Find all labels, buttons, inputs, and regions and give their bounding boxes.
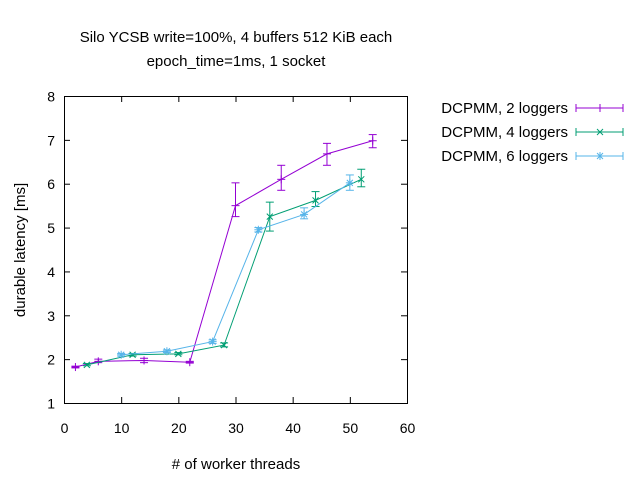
y-tick-label: 1 xyxy=(47,396,55,412)
x-tick-label: 0 xyxy=(61,420,69,436)
data-point xyxy=(312,197,319,204)
series-line-2 xyxy=(86,178,362,366)
data-point xyxy=(277,175,286,184)
legend-marker xyxy=(596,152,604,160)
data-point xyxy=(129,351,136,359)
y-tick-label: 3 xyxy=(47,308,55,324)
data-point xyxy=(300,210,309,219)
data-point xyxy=(220,341,228,349)
data-point xyxy=(368,136,377,145)
data-point xyxy=(162,347,171,356)
data-point xyxy=(357,175,365,183)
data-point xyxy=(266,213,274,220)
series-line-3 xyxy=(121,182,351,356)
data-point xyxy=(71,363,80,372)
y-tick-label: 6 xyxy=(47,176,55,192)
legend-marker xyxy=(596,128,604,136)
legend: DCPMM, 2 loggers DCPMM, 4 loggers DCPMM, 6… xyxy=(441,100,624,165)
x-tick-label: 40 xyxy=(285,420,301,436)
data-point xyxy=(174,350,182,358)
x-tick-label: 20 xyxy=(171,420,187,436)
data-point xyxy=(345,178,354,187)
legend-label: DCPMM, 4 loggers xyxy=(441,124,568,141)
chart-subtitle: epoch_time=1ms, 1 socket xyxy=(147,53,327,70)
x-tick-label: 10 xyxy=(114,420,130,436)
error-bar xyxy=(357,168,366,188)
y-axis: 1 2 3 4 5 6 7 8 xyxy=(47,89,407,412)
legend-label: DCPMM, 2 loggers xyxy=(441,100,568,117)
x-axis-label: # of worker threads xyxy=(172,456,300,473)
data-point xyxy=(254,225,263,234)
data-point xyxy=(185,358,194,367)
data-point xyxy=(208,337,217,346)
legend-marker xyxy=(596,104,604,112)
plot-frame xyxy=(64,96,408,404)
data-point xyxy=(140,356,149,365)
y-tick-label: 7 xyxy=(47,132,55,148)
error-bar xyxy=(231,182,240,218)
y-tick-label: 4 xyxy=(47,264,55,280)
x-axis: 0 10 20 30 40 50 60 xyxy=(61,96,416,436)
legend-label: DCPMM, 6 loggers xyxy=(441,148,568,165)
x-tick-label: 60 xyxy=(400,420,416,436)
y-axis-label: durable latency [ms] xyxy=(12,183,29,317)
series-line-1 xyxy=(75,140,373,368)
y-tick-label: 5 xyxy=(47,220,55,236)
x-tick-label: 50 xyxy=(343,420,359,436)
series-layer xyxy=(71,134,377,372)
data-point xyxy=(83,361,91,369)
data-point xyxy=(322,149,331,158)
y-tick-label: 2 xyxy=(47,352,55,368)
chart-title: Silo YCSB write=100%, 4 buffers 512 KiB … xyxy=(80,29,393,46)
y-tick-label: 8 xyxy=(47,89,55,105)
data-point xyxy=(231,201,240,210)
x-tick-label: 30 xyxy=(228,420,244,436)
data-point xyxy=(117,350,126,359)
